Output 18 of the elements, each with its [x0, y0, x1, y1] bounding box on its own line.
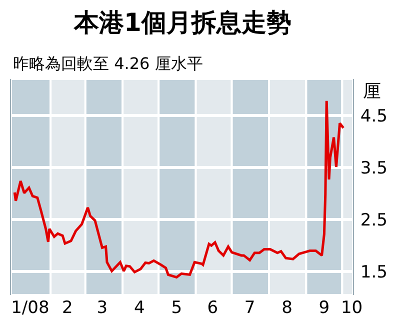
x-tick-label: 1/08	[11, 298, 50, 318]
y-tick-label: 2.5	[360, 210, 388, 230]
y-tick-label: 3.5	[360, 158, 388, 178]
chart-subtitle: 昨略為回軟至 4.26 厘水平	[13, 54, 203, 73]
x-tick-label: 5	[171, 298, 182, 318]
x-tick-label: 4	[134, 298, 145, 318]
x-tick-label: 8	[282, 298, 292, 318]
x-tick-label: 9	[318, 298, 330, 318]
x-tick-label: 7	[244, 298, 256, 318]
y-tick-label: 1.5	[360, 262, 388, 283]
line-series	[13, 100, 345, 279]
y-tick-label: 4.5	[360, 106, 388, 126]
x-tick-label: 3	[96, 298, 108, 318]
y-axis-title: 厘	[363, 81, 381, 102]
x-tick-label: 10	[340, 298, 363, 318]
chart-title: 本港1個月拆息走勢	[73, 8, 292, 37]
x-tick-label: 6	[207, 298, 218, 318]
x-tick-label: 2	[62, 298, 73, 318]
